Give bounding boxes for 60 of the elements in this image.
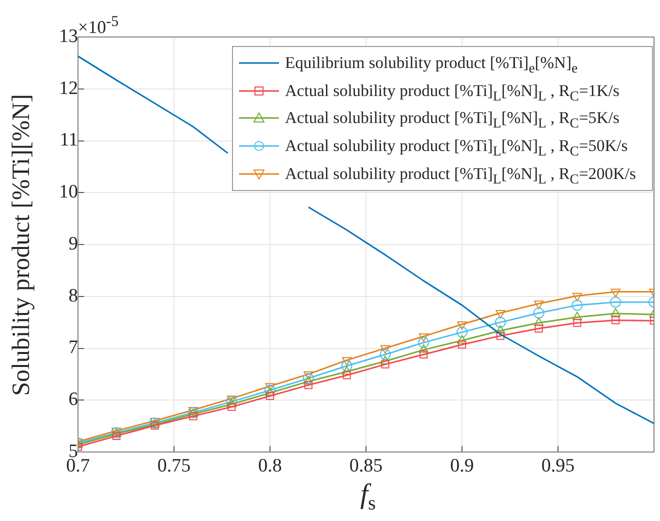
point: [150, 422, 159, 430]
legend-label: Actual solubility product [%Ti]$_{L}$[%N]$_{L}$ , R$_{C}$=50K/s: [285, 136, 628, 159]
point: [189, 412, 198, 420]
point: [381, 360, 390, 368]
x-tick-label: 0.85: [349, 455, 383, 476]
point: [226, 398, 236, 408]
point: [265, 383, 275, 392]
point: [420, 350, 428, 359]
point: [418, 337, 430, 348]
y-tick-label: 10: [59, 182, 78, 203]
point: [572, 292, 582, 302]
text: ×10$^{-5}$: [78, 13, 119, 37]
point: [265, 387, 275, 396]
y-tick-label: 13: [59, 26, 78, 47]
point: [533, 307, 544, 318]
legend-label: Equilibrium solubility product [%Ti]$_{e}$[%N]$_{e}$: [285, 52, 578, 76]
point: [380, 345, 390, 354]
x-tick-label: 0.75: [157, 455, 191, 476]
y-tick-label: 9: [68, 233, 78, 254]
x-tick-label: 0.9: [450, 455, 474, 476]
x-axis-title: f$_{s}$: [359, 479, 377, 516]
point: [494, 316, 506, 328]
point: [342, 357, 352, 366]
y-tick-label: 8: [68, 285, 78, 306]
point: [572, 300, 583, 311]
point: [418, 333, 428, 342]
x-tick-label: 0.8: [258, 455, 282, 476]
point: [418, 344, 428, 353]
legend-label: Actual solubility product [%Ti]$_{L}$[%N]$_{L}$ , R$_{C}$=5K/s: [285, 108, 620, 131]
point: [342, 371, 351, 380]
point: [380, 348, 391, 360]
point: [342, 366, 352, 375]
point: [304, 381, 312, 390]
y-tick-label: 12: [59, 78, 78, 99]
y-axis-title: Solubility product [%Ti][%N]: [8, 94, 36, 396]
point: [534, 324, 543, 333]
x-tick-label: 0.95: [541, 455, 575, 476]
point: [496, 310, 506, 318]
point: [341, 360, 352, 372]
point: [457, 321, 467, 330]
point: [610, 288, 620, 298]
y-tick-label: 7: [68, 337, 78, 358]
point: [534, 300, 544, 310]
y-tick-label: 11: [60, 130, 78, 151]
point: [496, 325, 506, 334]
point: [304, 371, 314, 380]
legend-label: Actual solubility product [%Ti]$_{L}$[%N]$_{L}$ , R$_{C}$=200K/s: [285, 164, 636, 186]
point: [266, 392, 274, 400]
legend-label: Actual solubility product [%Ti]$_{L}$[%N]$_{L}$ , R$_{C}$=1K/s: [285, 80, 620, 103]
point: [610, 296, 622, 308]
y-tick-label: 6: [68, 389, 78, 410]
point: [573, 318, 582, 327]
point: [456, 326, 468, 338]
point: [612, 316, 620, 324]
point: [228, 402, 236, 411]
point: [112, 432, 120, 440]
point: [458, 340, 466, 349]
point: [304, 376, 314, 384]
point: [302, 372, 314, 384]
point: [496, 332, 504, 340]
